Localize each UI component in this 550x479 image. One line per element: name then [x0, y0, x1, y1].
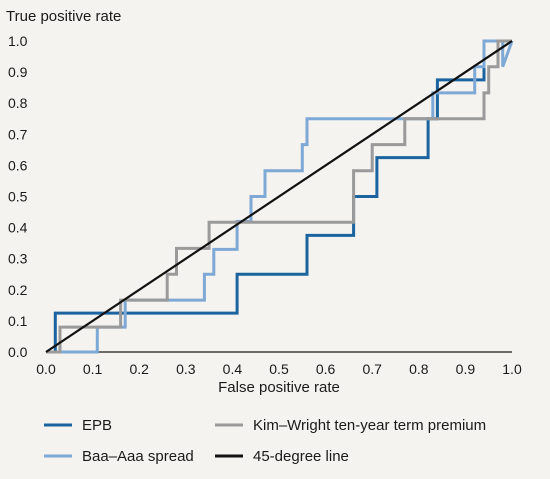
y-tick-label: 0.9	[8, 64, 28, 80]
y-tick-label: 0.5	[8, 189, 28, 205]
series-line-3	[45, 40, 513, 353]
plot-series	[45, 39, 514, 354]
y-tick-label: 0.2	[8, 282, 28, 298]
legend-label: Kim–Wright ten-year term premium	[253, 417, 486, 434]
x-axis-title: False positive rate	[218, 379, 340, 396]
y-tick-label: 0.8	[8, 95, 28, 111]
series-line-2	[46, 39, 512, 354]
legend-label: 45-degree line	[253, 448, 349, 465]
legend-label: EPB	[82, 417, 112, 434]
x-tick-label: 0.8	[409, 361, 429, 377]
y-tick-label: 0.4	[8, 220, 28, 236]
y-tick-label: 0.7	[8, 126, 28, 142]
x-tick-label: 0.6	[316, 361, 336, 377]
x-tick-label: 0.5	[269, 361, 289, 377]
y-tick-label: 0.1	[8, 313, 28, 329]
x-tick-labels: 0.0 0.1 0.2 0.3 0.4 0.5 0.6 0.7 0.8 0.9 1.0	[36, 361, 522, 377]
legend-label: Baa–Aaa spread	[82, 448, 194, 465]
x-tick-label: 0.2	[129, 361, 149, 377]
x-tick-label: 0.9	[456, 361, 476, 377]
x-tick-label: 1.0	[502, 361, 522, 377]
x-tick-label: 0.1	[83, 361, 103, 377]
y-tick-labels: 0.0 0.1 0.2 0.3 0.4 0.5 0.6 0.7 0.8 0.9 1.0	[8, 33, 28, 360]
x-tick-label: 0.4	[223, 361, 243, 377]
y-tick-label: 1.0	[8, 33, 28, 49]
series-line-0	[46, 39, 512, 354]
x-tick-label: 0.3	[176, 361, 196, 377]
y-tick-label: 0.0	[8, 344, 28, 360]
y-tick-label: 0.3	[8, 251, 28, 267]
x-tick-label: 0.0	[36, 361, 56, 377]
y-axis-title: True positive rate	[6, 8, 121, 25]
legend: EPB Kim–Wright ten-year term premium Baa–A…	[44, 417, 486, 465]
y-tick-label: 0.6	[8, 157, 28, 173]
x-tick-label: 0.7	[362, 361, 382, 377]
